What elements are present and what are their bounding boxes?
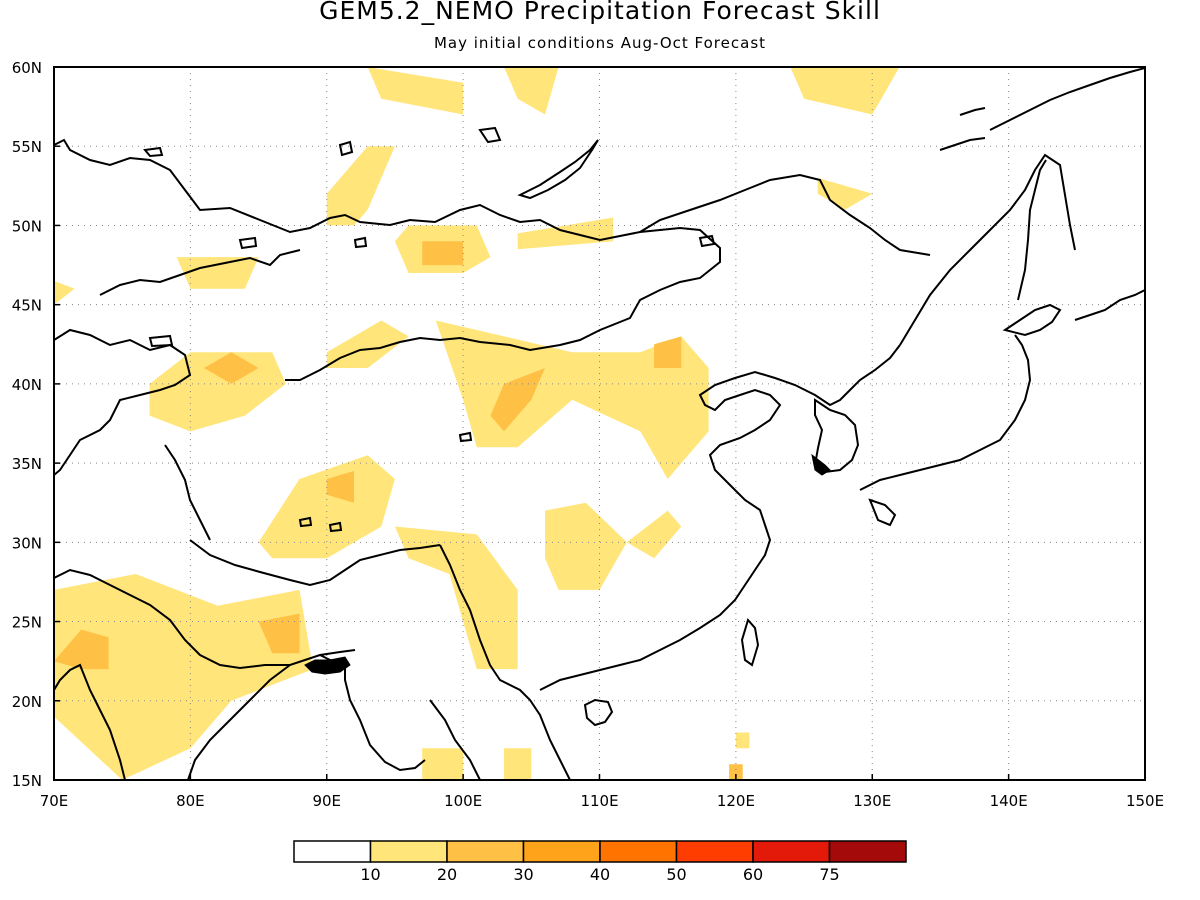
skill-region bbox=[54, 574, 314, 780]
lon-tick-label: 70E bbox=[40, 792, 69, 810]
skill-region bbox=[258, 613, 300, 654]
skill-shading-layer bbox=[54, 67, 900, 780]
lat-tick-label: 35N bbox=[12, 455, 42, 473]
skill-region bbox=[790, 67, 900, 115]
skill-region bbox=[517, 217, 614, 250]
colorbar-label: 10 bbox=[360, 865, 380, 884]
skill-region bbox=[326, 320, 409, 368]
skill-region bbox=[545, 502, 627, 590]
colorbar-swatch bbox=[675, 840, 754, 863]
skill-region bbox=[176, 257, 259, 289]
lat-tick-label: 30N bbox=[12, 534, 42, 552]
colorbar-label: 20 bbox=[437, 865, 457, 884]
colorbar-swatch bbox=[293, 840, 372, 863]
map-title: GEM5.2_NEMO Precipitation Forecast Skill bbox=[319, 0, 881, 25]
lat-tick-label: 25N bbox=[12, 614, 42, 632]
map-subtitle: May initial conditions Aug-Oct Forecast bbox=[433, 34, 767, 52]
skill-region bbox=[435, 320, 709, 479]
skill-region bbox=[626, 510, 682, 559]
lon-tick-label: 110E bbox=[580, 792, 618, 810]
skill-region bbox=[54, 280, 75, 305]
lon-tick-label: 150E bbox=[1126, 792, 1164, 810]
colorbar-label: 30 bbox=[513, 865, 533, 884]
skill-region bbox=[504, 748, 532, 780]
colorbar-legend: 10 20 30 40 50 60 75 bbox=[293, 840, 907, 884]
lon-tick-label: 90E bbox=[312, 792, 341, 810]
lat-tick-label: 15N bbox=[12, 772, 42, 790]
lon-tick-label: 140E bbox=[990, 792, 1028, 810]
lon-tick-label: 130E bbox=[853, 792, 891, 810]
lat-tick-label: 40N bbox=[12, 376, 42, 394]
skill-region bbox=[422, 748, 464, 780]
lon-tick-label: 80E bbox=[176, 792, 205, 810]
colorbar-label: 75 bbox=[819, 865, 839, 884]
skill-region bbox=[729, 764, 743, 780]
skill-region bbox=[422, 241, 464, 266]
colorbar-label: 50 bbox=[666, 865, 686, 884]
lon-tick-label: 100E bbox=[444, 792, 482, 810]
coastlines bbox=[54, 67, 1145, 780]
lat-tick-label: 60N bbox=[12, 59, 42, 77]
skill-region bbox=[258, 455, 395, 559]
skill-region bbox=[367, 67, 464, 115]
skill-region bbox=[735, 732, 750, 749]
lat-tick-label: 20N bbox=[12, 693, 42, 711]
colorbar-label: 60 bbox=[743, 865, 763, 884]
skill-region bbox=[54, 629, 109, 670]
colorbar-swatch bbox=[446, 840, 525, 863]
lat-tick-label: 50N bbox=[12, 217, 42, 235]
skill-region bbox=[204, 352, 259, 384]
skill-region bbox=[326, 471, 354, 503]
lon-tick-label: 120E bbox=[717, 792, 755, 810]
colorbar-swatch bbox=[369, 840, 448, 863]
colorbar-swatch bbox=[828, 840, 907, 863]
colorbar-swatch bbox=[599, 840, 678, 863]
colorbar-label: 40 bbox=[590, 865, 610, 884]
axis-tick-labels: 70E 80E 90E 100E 110E 120E 130E 140E 150E 15N 20N 2… bbox=[12, 59, 1164, 810]
colorbar-swatch bbox=[752, 840, 831, 863]
skill-region bbox=[326, 146, 395, 226]
lat-tick-label: 55N bbox=[12, 138, 42, 156]
skill-region bbox=[654, 336, 682, 368]
skill-region bbox=[490, 368, 545, 432]
lat-tick-label: 45N bbox=[12, 297, 42, 315]
colorbar-swatch bbox=[522, 840, 601, 863]
skill-region bbox=[394, 526, 518, 670]
skill-region bbox=[504, 67, 559, 115]
